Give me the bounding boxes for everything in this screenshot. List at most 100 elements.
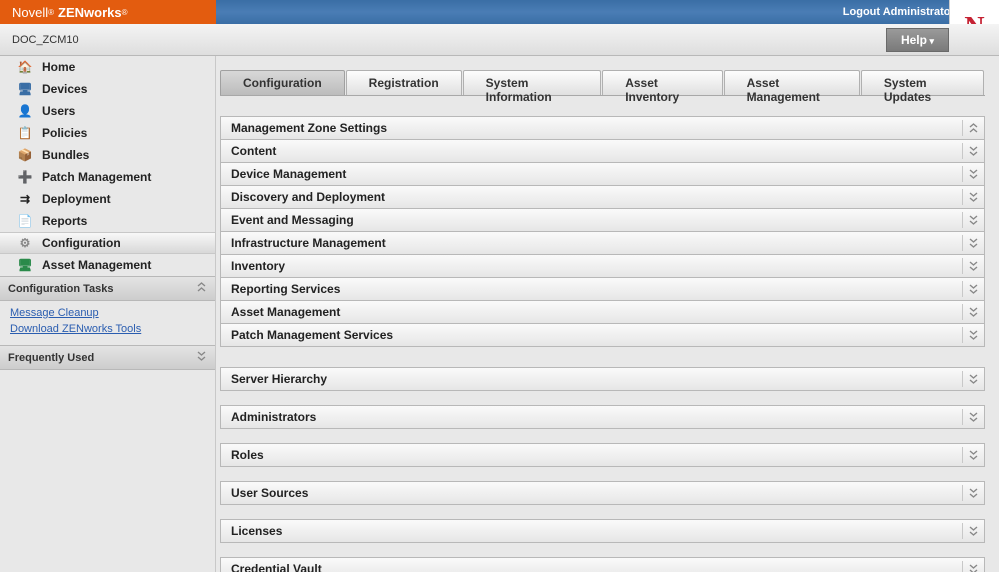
panel-discovery-and-deployment[interactable]: Discovery and Deployment (220, 186, 985, 209)
expand-icon[interactable] (962, 485, 984, 501)
task-link-message-cleanup[interactable]: Message Cleanup (10, 305, 205, 321)
tab-configuration[interactable]: Configuration (220, 70, 345, 95)
nav-item-policies[interactable]: 📋 Policies (0, 122, 215, 144)
expand-icon[interactable] (962, 447, 984, 463)
expand-icon[interactable] (962, 235, 984, 251)
deployment-icon: ⇉ (16, 191, 34, 207)
tab-system-information[interactable]: System Information (463, 70, 602, 95)
policies-icon: 📋 (16, 125, 34, 141)
nav-item-label: Asset Management (42, 258, 151, 272)
panel-licenses[interactable]: Licenses (220, 519, 985, 543)
expand-icon[interactable] (962, 189, 984, 205)
tab-system-updates[interactable]: System Updates (861, 70, 984, 95)
panel-server-hierarchy[interactable]: Server Hierarchy (220, 367, 985, 391)
nav-item-configuration[interactable]: ⚙ Configuration (0, 232, 215, 254)
help-button[interactable]: Help (886, 28, 949, 52)
expand-icon[interactable] (962, 304, 984, 320)
configuration-icon: ⚙ (16, 235, 34, 251)
nav-item-label: Reports (42, 214, 87, 228)
panel-label: Asset Management (231, 305, 340, 319)
config-tasks-header[interactable]: Configuration Tasks (0, 276, 215, 301)
tab-bar: ConfigurationRegistrationSystem Informat… (220, 70, 985, 96)
panel-administrators[interactable]: Administrators (220, 405, 985, 429)
breadcrumb[interactable]: DOC_ZCM10 (8, 34, 79, 46)
devices-icon: 🖥 (16, 81, 34, 97)
content-area: Management Zone Settings Content Device Ma… (220, 96, 985, 572)
config-tasks-label: Configuration Tasks (8, 283, 114, 295)
expand-icon[interactable] (962, 523, 984, 539)
collapse-icon[interactable] (962, 120, 984, 136)
logout-link[interactable]: Logout Administrator (843, 6, 955, 18)
panel-label: Reporting Services (231, 282, 340, 296)
panel-label: Event and Messaging (231, 213, 354, 227)
expand-icon[interactable] (962, 371, 984, 387)
panel-patch-management-services[interactable]: Patch Management Services (220, 324, 985, 347)
nav-item-label: Configuration (42, 236, 121, 250)
nav-item-asset-management[interactable]: 🖥Asset Management (0, 254, 215, 276)
task-link-download-zenworks-tools[interactable]: Download ZENworks Tools (10, 321, 205, 337)
nav-item-deployment[interactable]: ⇉Deployment (0, 188, 215, 210)
panel-event-and-messaging[interactable]: Event and Messaging (220, 209, 985, 232)
top-banner: Novell® ZENworks® Logout Administrator 🔑 (0, 0, 999, 24)
panel-credential-vault[interactable]: Credential Vault (220, 557, 985, 572)
single-panels: Server Hierarchy Administrators Roles User … (220, 367, 985, 572)
panel-management-zone-settings[interactable]: Management Zone Settings (220, 116, 985, 140)
reports-icon: 📄 (16, 213, 34, 229)
nav-item-reports[interactable]: 📄 Reports (0, 210, 215, 232)
panel-reporting-services[interactable]: Reporting Services (220, 278, 985, 301)
panel-label: Administrators (231, 410, 316, 424)
panel-content[interactable]: Content (220, 140, 985, 163)
expand-icon[interactable] (962, 561, 984, 572)
expand-icon[interactable] (962, 281, 984, 297)
freq-used-label: Frequently Used (8, 352, 94, 364)
nav-item-label: Patch Management (42, 170, 151, 184)
panel-infrastructure-management[interactable]: Infrastructure Management (220, 232, 985, 255)
expand-icon[interactable] (962, 409, 984, 425)
home-icon: 🏠 (16, 59, 34, 75)
nav-item-users[interactable]: 👤Users (0, 100, 215, 122)
nav-item-bundles[interactable]: 📦Bundles (0, 144, 215, 166)
panel-label: Server Hierarchy (231, 372, 327, 386)
expand-icon[interactable] (962, 327, 984, 343)
panel-label: Device Management (231, 167, 346, 181)
panel-label: Discovery and Deployment (231, 190, 385, 204)
brand-logo: Novell® ZENworks® (0, 0, 216, 24)
tab-asset-inventory[interactable]: Asset Inventory (602, 70, 722, 95)
tab-registration[interactable]: Registration (346, 70, 462, 95)
banner-mid: Logout Administrator 🔑 (216, 0, 999, 24)
sidebar: 🏠 Home 🖥 Devices 👤Users 📋 Policies 📦Bundles ➕ Pat… (0, 56, 216, 572)
panel-label: Content (231, 144, 276, 158)
expand-icon (196, 350, 207, 365)
nav-list: 🏠 Home 🖥 Devices 👤Users 📋 Policies 📦Bundles ➕ Pat… (0, 56, 215, 276)
nav-item-label: Policies (42, 126, 87, 140)
expand-icon[interactable] (962, 212, 984, 228)
panel-label: Licenses (231, 524, 282, 538)
panel-user-sources[interactable]: User Sources (220, 481, 985, 505)
panel-label: Inventory (231, 259, 285, 273)
tab-asset-management[interactable]: Asset Management (724, 70, 860, 95)
panel-label: Management Zone Settings (231, 121, 387, 135)
sub-banner: DOC_ZCM10 Help (0, 24, 999, 56)
nav-item-patch-management[interactable]: ➕ Patch Management (0, 166, 215, 188)
panel-label: Roles (231, 448, 264, 462)
panel-asset-management[interactable]: Asset Management (220, 301, 985, 324)
nav-item-devices[interactable]: 🖥 Devices (0, 78, 215, 100)
nav-item-label: Devices (42, 82, 87, 96)
nav-item-label: Home (42, 60, 75, 74)
panel-label: Credential Vault (231, 562, 322, 572)
zone-settings-group: Management Zone Settings Content Device Ma… (220, 116, 985, 347)
panel-roles[interactable]: Roles (220, 443, 985, 467)
panel-inventory[interactable]: Inventory (220, 255, 985, 278)
panel-label: Patch Management Services (231, 328, 393, 342)
expand-icon[interactable] (962, 143, 984, 159)
expand-icon[interactable] (962, 166, 984, 182)
patch-management-icon: ➕ (16, 169, 34, 185)
expand-icon[interactable] (962, 258, 984, 274)
task-links: Message CleanupDownload ZENworks Tools (0, 301, 215, 345)
panel-label: Infrastructure Management (231, 236, 386, 250)
freq-used-header[interactable]: Frequently Used (0, 345, 215, 370)
nav-item-home[interactable]: 🏠 Home (0, 56, 215, 78)
reg-mark-2: ® (122, 8, 128, 17)
panel-device-management[interactable]: Device Management (220, 163, 985, 186)
bundles-icon: 📦 (16, 147, 34, 163)
